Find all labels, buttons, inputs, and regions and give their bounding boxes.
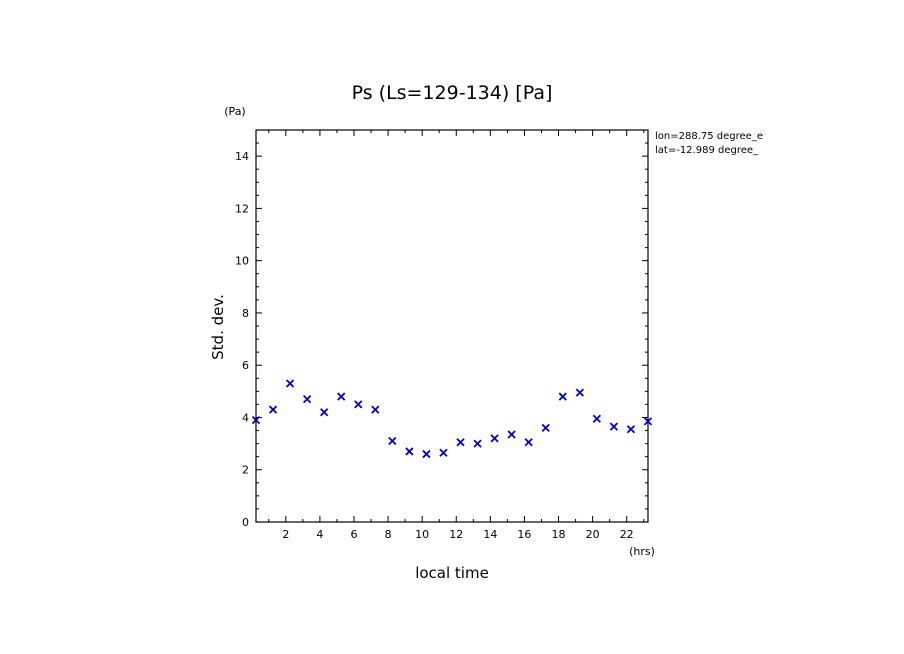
- x-tick-label: 2: [282, 528, 289, 541]
- y-tick-label: 14: [235, 150, 249, 163]
- plot-frame: [255, 129, 649, 523]
- axis-ticks: [256, 130, 648, 522]
- data-point: [302, 395, 312, 404]
- data-point: [251, 415, 261, 425]
- data-point: [456, 438, 465, 447]
- annotation-lat: lat=-12.989 degree_: [655, 145, 759, 156]
- data-point: [592, 414, 602, 423]
- data-point: [507, 430, 516, 439]
- y-tick-label: 4: [242, 411, 249, 424]
- x-tick-label: 8: [385, 528, 392, 541]
- data-point: [337, 392, 346, 401]
- chart-title: Ps (Ls=129-134) [Pa]: [352, 82, 553, 104]
- data-point: [388, 436, 397, 446]
- y-unit-label: (Pa): [224, 105, 245, 118]
- x-axis-label: local time: [415, 564, 489, 582]
- data-point: [473, 439, 482, 448]
- data-point: [371, 405, 380, 414]
- y-tick-label: 12: [235, 202, 249, 215]
- x-tick-label: 20: [586, 528, 600, 541]
- y-tick-label: 6: [242, 359, 249, 372]
- annotation-lon: lon=288.75 degree_e: [655, 131, 763, 142]
- data-point: [285, 379, 295, 388]
- data-point: [575, 388, 584, 397]
- y-tick-label: 10: [235, 255, 249, 268]
- x-tick-label: 22: [620, 528, 634, 541]
- data-point: [422, 449, 431, 459]
- data-point: [320, 408, 329, 417]
- x-tick-labels: 2 4 6 8 10 12 14 16 18 20 22: [282, 528, 633, 541]
- x-tick-label: 16: [517, 528, 531, 541]
- data-point: [609, 422, 619, 431]
- x-tick-label: 6: [351, 528, 358, 541]
- x-tick-label: 18: [552, 528, 566, 541]
- y-tick-label: 8: [242, 307, 249, 320]
- x-tick-label: 4: [316, 528, 323, 541]
- data-point: [626, 425, 636, 434]
- data-points: [251, 379, 653, 459]
- data-point: [354, 400, 363, 409]
- data-point: [558, 392, 567, 401]
- x-tick-label: 10: [415, 528, 429, 541]
- data-point: [439, 448, 448, 457]
- data-point: [268, 405, 278, 414]
- data-point: [643, 417, 653, 426]
- data-point: [541, 423, 550, 433]
- data-point: [405, 447, 414, 456]
- y-tick-label: 2: [242, 464, 249, 477]
- y-tick-labels: 0 2 4 6 8 10 12 14: [235, 150, 249, 529]
- x-tick-label: 14: [483, 528, 497, 541]
- y-tick-label: 0: [242, 516, 249, 529]
- data-point: [524, 438, 533, 447]
- data-point: [490, 434, 499, 443]
- x-unit-label: (hrs): [629, 545, 655, 558]
- y-axis-label: Std. dev.: [209, 294, 227, 360]
- x-tick-label: 12: [449, 528, 463, 541]
